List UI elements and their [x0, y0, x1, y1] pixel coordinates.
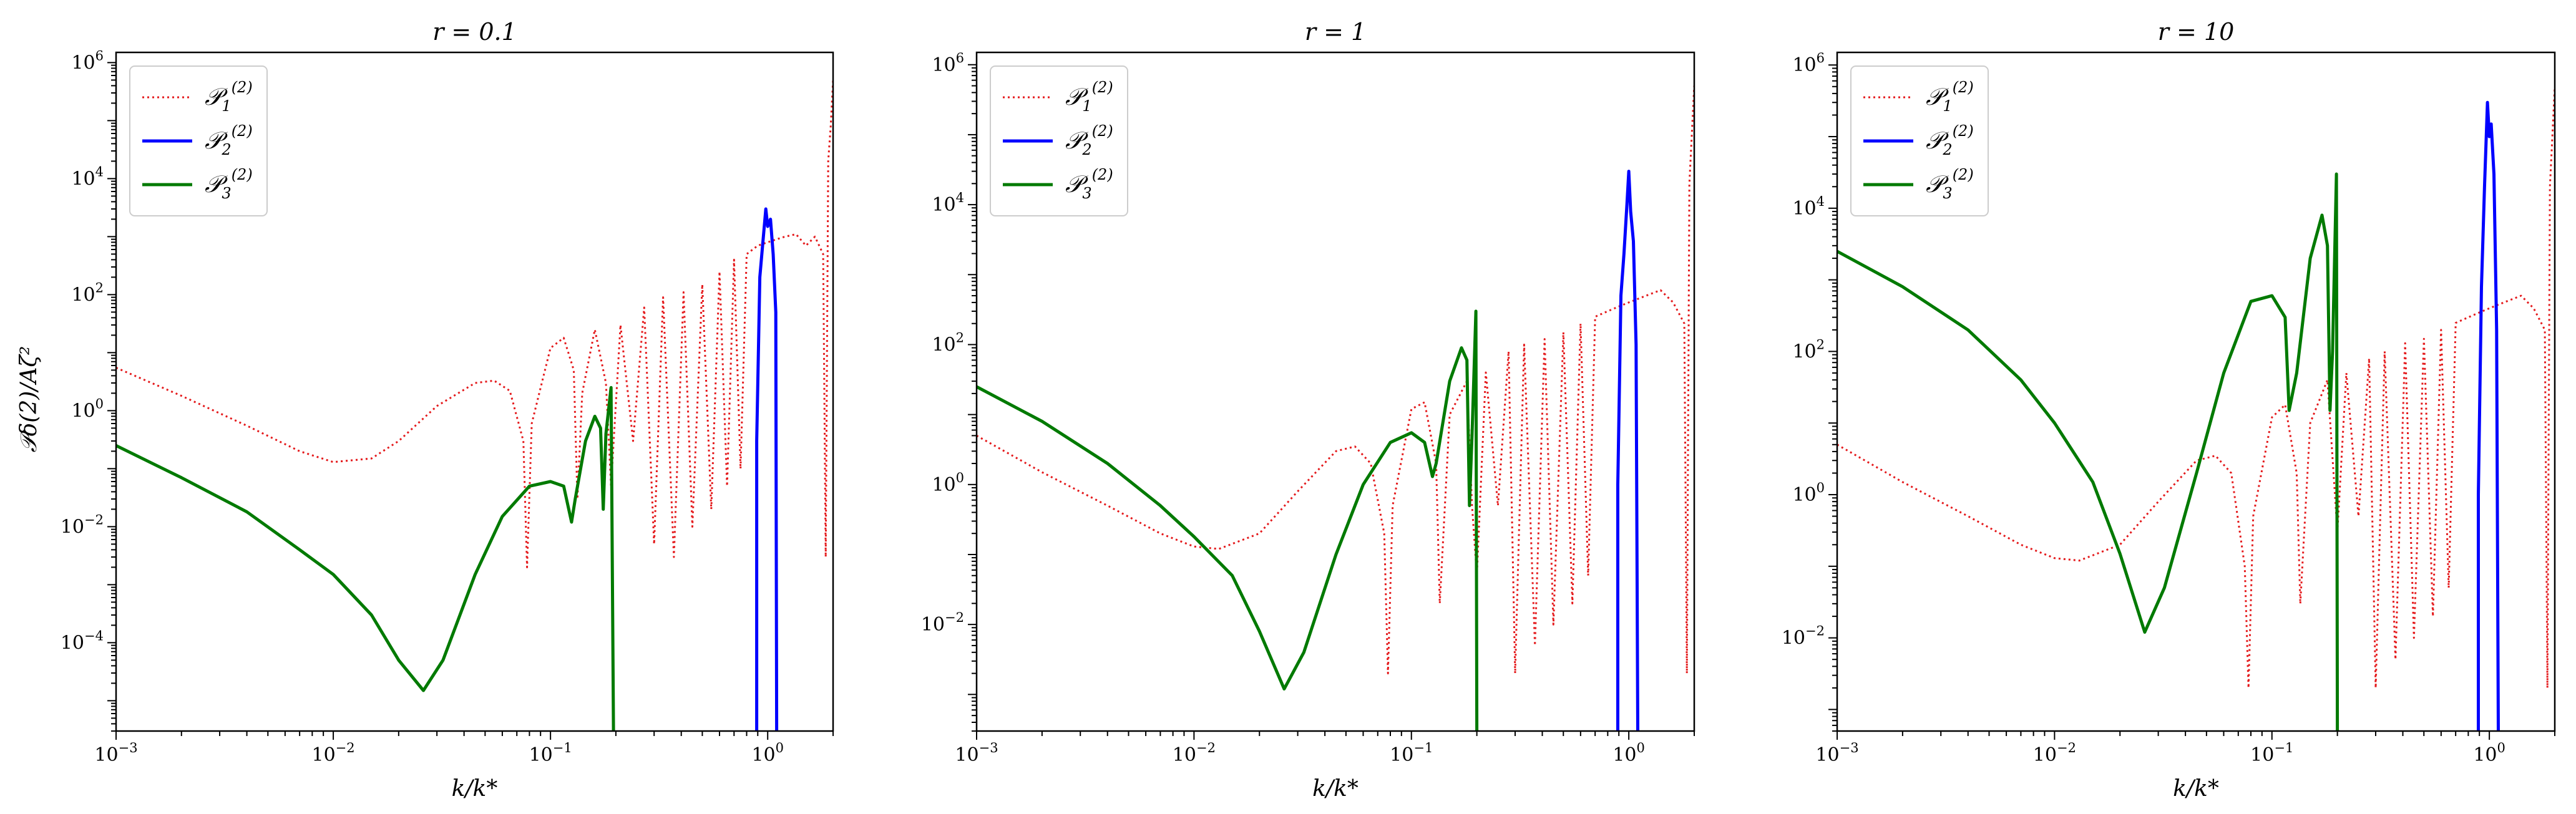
series-line-2 — [2477, 100, 2500, 731]
axes-frame — [1836, 51, 2556, 732]
y-tick-label: 10−2 — [921, 610, 964, 636]
y-tick-label: 102 — [71, 280, 104, 306]
x-tick-label: 10−2 — [2033, 740, 2076, 766]
legend: 𝒫1(2)𝒫2(2)𝒫3(2) — [129, 65, 268, 216]
y-tick-label: 10−2 — [1782, 624, 1825, 649]
series-line-2 — [1616, 170, 1639, 731]
panel-title: r = 1 — [1305, 18, 1366, 46]
x-tick-label: 10−3 — [1815, 740, 1858, 766]
series-line-2 — [755, 207, 779, 731]
x-tick-label: 100 — [1612, 740, 1645, 766]
y-tick-label: 106 — [932, 51, 964, 76]
legend: 𝒫1(2)𝒫2(2)𝒫3(2) — [1850, 65, 1989, 216]
legend-box — [1850, 65, 1989, 216]
y-tick-label: 10−4 — [61, 628, 104, 654]
plot-area — [116, 80, 833, 731]
chart-panel-2: r = 1 k/k* 10−3 10−2 10−1 100 10−2 100 102 104 106… — [921, 18, 1695, 802]
x-tick-label: 10−3 — [955, 740, 998, 766]
y-tick-label: 102 — [932, 330, 964, 356]
x-tick-label: 100 — [751, 740, 784, 766]
plot-area — [1837, 86, 2555, 731]
x-tick-label: 100 — [2473, 740, 2505, 766]
x-tick-label: 10−3 — [94, 740, 137, 766]
x-tick-label: 10−2 — [311, 740, 354, 766]
x-axis-label: k/k* — [1312, 776, 1359, 802]
panel-title: r = 0.1 — [432, 18, 517, 46]
y-axis-label: 𝒫δ(2)/Aζ² — [16, 346, 42, 453]
series-line-3 — [977, 309, 1479, 731]
y-tick-label: 102 — [1792, 337, 1825, 362]
y-tick-label: 106 — [71, 48, 104, 74]
panel-title: r = 10 — [2158, 18, 2235, 46]
x-tick-label: 10−2 — [1173, 740, 1216, 766]
x-tick-label: 10−1 — [1390, 740, 1433, 766]
chart-panel-3: r = 10 k/k* 10−3 10−2 10−1 100 10−2 100 102 104 10… — [1782, 18, 2556, 802]
y-tick-label: 106 — [1792, 51, 1825, 76]
legend-box — [129, 65, 268, 216]
series-line-1 — [977, 85, 1694, 675]
y-tick-label: 100 — [71, 396, 104, 422]
y-tick-label: 104 — [1792, 194, 1825, 220]
y-tick-label: 100 — [1792, 480, 1825, 506]
x-tick-label: 10−1 — [529, 740, 572, 766]
series-line-1 — [1837, 86, 2555, 689]
y-tick-label: 10−2 — [61, 512, 104, 538]
plot-area — [977, 85, 1694, 731]
legend: 𝒫1(2)𝒫2(2)𝒫3(2) — [990, 65, 1128, 216]
chart-panel-1: r = 0.1 k/k* 10−3 10−2 10−1 100 10−4 10−2 100 102… — [61, 18, 834, 802]
series-line-3 — [1837, 172, 2339, 731]
x-axis-label: k/k* — [2173, 776, 2219, 802]
series-line-1 — [116, 80, 833, 568]
y-tick-label: 104 — [932, 190, 964, 216]
x-tick-label: 10−1 — [2250, 740, 2293, 766]
y-tick-label: 104 — [71, 164, 104, 190]
series-line-3 — [116, 385, 615, 731]
axes-frame — [115, 51, 834, 732]
axes-frame — [975, 51, 1695, 732]
x-axis-label: k/k* — [452, 776, 498, 802]
legend-box — [990, 65, 1128, 216]
y-tick-label: 100 — [932, 470, 964, 496]
